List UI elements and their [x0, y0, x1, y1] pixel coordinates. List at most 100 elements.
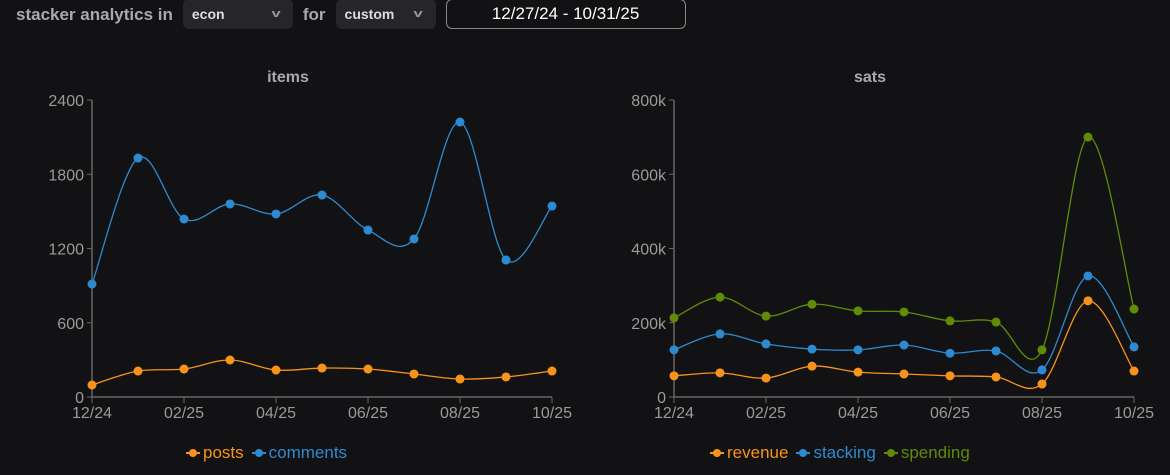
data-point-posts[interactable]	[271, 365, 281, 375]
data-point-revenue[interactable]	[991, 372, 1001, 382]
data-point-revenue[interactable]	[1037, 379, 1047, 389]
x-tick-label: 10/25	[532, 405, 572, 422]
legend-items: posts comments	[186, 443, 347, 463]
data-point-posts[interactable]	[455, 374, 465, 384]
legend-label: posts	[203, 443, 244, 462]
data-point-comments[interactable]	[271, 209, 281, 219]
series-line-revenue	[673, 300, 1135, 390]
chart-title: sats	[854, 69, 886, 86]
legend-marker-icon	[883, 448, 898, 458]
data-point-posts[interactable]	[317, 363, 327, 373]
data-point-stacking[interactable]	[991, 346, 1001, 356]
data-point-comments[interactable]	[547, 201, 557, 211]
data-point-comments[interactable]	[317, 190, 327, 200]
y-tick-label: 0	[75, 390, 84, 407]
data-point-spending[interactable]	[715, 292, 725, 302]
data-point-stacking[interactable]	[945, 348, 955, 358]
data-point-revenue[interactable]	[945, 371, 955, 381]
data-point-stacking[interactable]	[761, 339, 771, 349]
header: stacker analytics in econ v for custom v 1…	[16, 0, 686, 30]
legend-label: comments	[268, 443, 348, 462]
legend-marker-icon	[251, 448, 266, 458]
data-point-comments[interactable]	[225, 199, 235, 209]
range-select-value: custom	[344, 6, 395, 22]
data-point-posts[interactable]	[363, 364, 373, 374]
y-tick-label: 800k	[631, 93, 667, 110]
data-point-revenue[interactable]	[1083, 296, 1093, 306]
data-point-spending[interactable]	[991, 317, 1001, 327]
x-tick-label: 12/24	[654, 405, 694, 422]
series-line-spending	[673, 136, 1135, 360]
legend-item-stacking[interactable]: stacking	[796, 443, 876, 463]
data-point-spending[interactable]	[1129, 304, 1139, 314]
data-point-revenue[interactable]	[715, 368, 725, 378]
data-point-comments[interactable]	[409, 234, 419, 244]
data-point-stacking[interactable]	[899, 340, 909, 350]
y-tick-label: 0	[657, 390, 666, 407]
y-tick-label: 200k	[631, 316, 667, 333]
x-tick-label: 08/25	[440, 405, 480, 422]
data-point-comments[interactable]	[455, 117, 465, 127]
legend-item-posts[interactable]: posts	[186, 443, 244, 463]
x-tick-label: 02/25	[746, 405, 786, 422]
data-point-revenue[interactable]	[899, 369, 909, 379]
data-point-comments[interactable]	[363, 225, 373, 235]
data-point-spending[interactable]	[1037, 345, 1047, 355]
legend-label: spending	[900, 443, 970, 462]
data-point-posts[interactable]	[133, 366, 143, 376]
data-point-stacking[interactable]	[715, 329, 725, 339]
data-point-spending[interactable]	[761, 311, 771, 321]
data-point-revenue[interactable]	[1129, 366, 1139, 376]
data-point-revenue[interactable]	[853, 367, 863, 377]
legend-item-revenue[interactable]: revenue	[710, 443, 788, 463]
data-point-posts[interactable]	[87, 380, 97, 390]
sub-select-value: econ	[191, 6, 225, 22]
x-tick-label: 06/25	[348, 405, 388, 422]
legend-item-spending[interactable]: spending	[883, 443, 970, 463]
sub-select[interactable]: econ v	[182, 0, 293, 29]
data-point-revenue[interactable]	[669, 371, 679, 381]
legend-sats: revenue stacking spending	[710, 443, 970, 463]
data-point-stacking[interactable]	[669, 345, 679, 355]
y-tick-label: 1200	[48, 242, 84, 259]
data-point-comments[interactable]	[501, 255, 511, 265]
data-point-spending[interactable]	[807, 299, 817, 309]
header-label: stacker analytics in	[16, 5, 173, 24]
data-point-revenue[interactable]	[807, 361, 817, 371]
data-point-posts[interactable]	[501, 372, 511, 382]
date-range-input[interactable]: 12/27/24 - 10/31/25	[445, 0, 686, 29]
data-point-posts[interactable]	[179, 364, 189, 374]
y-tick-label: 1800	[48, 167, 84, 184]
data-point-comments[interactable]	[133, 153, 143, 163]
data-point-stacking[interactable]	[807, 344, 817, 354]
range-select[interactable]: custom v	[335, 0, 436, 29]
data-point-stacking[interactable]	[1037, 365, 1047, 375]
data-point-stacking[interactable]	[1083, 271, 1093, 281]
y-tick-label: 600	[57, 316, 84, 333]
data-point-stacking[interactable]	[853, 345, 863, 355]
y-tick-label: 400k	[631, 242, 667, 259]
x-tick-label: 04/25	[838, 405, 878, 422]
data-point-spending[interactable]	[853, 306, 863, 316]
data-point-posts[interactable]	[547, 366, 557, 376]
x-tick-label: 12/24	[72, 405, 112, 422]
series-line-stacking	[673, 275, 1135, 374]
data-point-posts[interactable]	[409, 369, 419, 379]
data-point-comments[interactable]	[179, 214, 189, 224]
legend-item-comments[interactable]: comments	[251, 443, 348, 463]
data-point-revenue[interactable]	[761, 373, 771, 383]
data-point-spending[interactable]	[669, 313, 679, 323]
chevron-down-icon: v	[271, 8, 281, 20]
data-point-comments[interactable]	[87, 279, 97, 289]
for-label: for	[302, 5, 326, 24]
legend-label: stacking	[813, 443, 876, 462]
x-tick-label: 02/25	[164, 405, 204, 422]
y-tick-label: 2400	[48, 93, 84, 110]
data-point-spending[interactable]	[899, 307, 909, 317]
data-point-stacking[interactable]	[1129, 342, 1139, 352]
data-point-spending[interactable]	[1083, 132, 1093, 142]
x-tick-label: 04/25	[256, 405, 296, 422]
data-point-posts[interactable]	[225, 355, 235, 365]
data-point-spending[interactable]	[945, 316, 955, 326]
